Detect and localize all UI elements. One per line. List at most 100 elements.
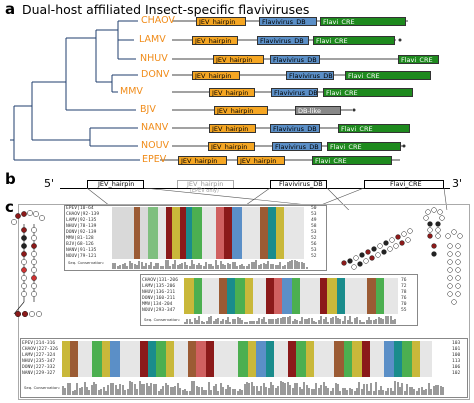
sequence-end: 78 — [401, 290, 407, 295]
conservation-bar — [303, 319, 306, 324]
conservation-bar — [317, 320, 320, 324]
conservation-bar — [368, 317, 371, 324]
conservation-bar — [379, 386, 382, 395]
conservation-bar — [277, 318, 280, 324]
conservation-bar — [150, 262, 153, 269]
conservation-bar — [279, 262, 282, 269]
conservation-bar — [260, 319, 263, 324]
conservation-bar — [157, 263, 160, 269]
conservation-bar — [169, 387, 172, 395]
conservation-bar — [348, 388, 351, 395]
conservation-bar — [102, 387, 105, 395]
conservation-bar — [198, 263, 201, 269]
conservation-bar — [128, 261, 131, 269]
conservation-bar — [83, 382, 86, 395]
conservation-bar — [119, 384, 122, 395]
virus-label-epev: EPEV — [142, 154, 167, 165]
alignment-3-ends: 103 101 100 113 106 102 — [452, 341, 460, 377]
conservation-bar — [322, 319, 325, 324]
conservation-bar — [255, 321, 258, 324]
alignment-1-names: EPEV|10-64 CHAOV|92-139 LAMV|92-135 NHUV… — [66, 206, 99, 260]
conservation-bar — [178, 264, 181, 269]
sequence-name: LAMV|92-135 — [66, 218, 97, 223]
conservation-bar — [415, 391, 418, 395]
conservation-bar — [308, 318, 311, 324]
conservation-bar — [291, 260, 294, 269]
conservation-bar — [272, 319, 275, 324]
conservation-bar — [315, 383, 318, 395]
conservation-bar — [222, 319, 225, 324]
conservation-bar — [215, 319, 218, 324]
jev-hairpin-box: JEV_hairpin — [192, 36, 238, 45]
flavivirus-db-box: Flavivirus_DB — [270, 55, 320, 64]
conservation-bar — [190, 260, 193, 269]
sequence-name: DONV|160-211 — [142, 296, 176, 301]
conservation-bar — [224, 389, 227, 395]
conservation-bar — [403, 391, 406, 395]
sequence-end: 52 — [311, 254, 317, 259]
virus-label-donv: DONV — [141, 69, 170, 80]
conservation-bar — [188, 319, 191, 324]
conservation-bar — [365, 384, 368, 395]
jev-hairpin-box: JEV_hairpin — [214, 106, 268, 115]
conservation-bar — [382, 390, 385, 395]
conservation-bar — [313, 389, 316, 395]
conservation-bar — [152, 384, 155, 395]
conservation-bar — [210, 316, 213, 324]
db-like-box: DB-like — [295, 106, 341, 115]
sequence-end: 72 — [401, 284, 407, 289]
conservation-bar — [112, 263, 114, 269]
conservation-bar — [140, 262, 143, 269]
conservation-bar — [360, 322, 363, 324]
conservation-bar — [351, 322, 354, 324]
conservation-bar — [282, 317, 285, 324]
conservation-bar — [186, 319, 189, 324]
conservation-bar — [147, 265, 150, 269]
conservation-bar — [93, 382, 96, 395]
conservation-bar — [198, 316, 201, 324]
conservation-bar — [272, 385, 275, 395]
sequence-end: 113 — [452, 359, 461, 364]
conservation-bar — [205, 390, 208, 395]
conservation-bar — [258, 391, 261, 395]
conservation-bar — [420, 387, 423, 395]
conservation-bar — [150, 383, 153, 395]
alignment-2-ends: 76 72 78 76 70 55 — [401, 278, 407, 314]
flavivirus-db-box: Flavivirus_DB — [257, 36, 309, 45]
conservation-bar — [184, 322, 186, 324]
conservation-bar — [236, 317, 239, 324]
conservation-bar — [138, 261, 141, 269]
sequence-end: 53 — [311, 230, 317, 235]
conservation-bar — [281, 266, 284, 269]
conservation-bar — [360, 389, 363, 395]
conservation-bar — [162, 386, 165, 395]
conservation-bar — [229, 264, 232, 269]
conservation-bar — [325, 317, 328, 324]
conservation-bar — [64, 388, 67, 395]
conservation-bar — [389, 316, 392, 324]
panel-b-letter: b — [5, 170, 16, 188]
conservation-bar — [253, 321, 256, 324]
conservation-bar — [212, 386, 215, 395]
conservation-bar — [123, 263, 126, 269]
conservation-bar — [293, 319, 296, 324]
conservation-bar — [214, 260, 217, 269]
conservation-bar — [267, 261, 270, 269]
conservation-bar — [176, 383, 179, 395]
conservation-bar — [250, 262, 253, 269]
conservation-bar — [133, 384, 136, 395]
conservation-bar — [262, 317, 265, 324]
conservation-bar — [267, 388, 270, 395]
conservation-bar — [183, 262, 186, 269]
conservation-bar — [200, 321, 203, 324]
conservation-bar — [348, 316, 351, 324]
sequence-name: CHAOV|92-139 — [66, 212, 100, 217]
jev-hairpin-box: JEV_hairpin — [192, 71, 240, 80]
conservation-bar — [116, 389, 119, 395]
conservation-bar — [324, 386, 327, 395]
conservation-bar — [387, 316, 390, 324]
flavivirus-db-label: Flavivirus_DB — [279, 180, 323, 188]
alignment-1-conservation-bars — [112, 260, 310, 269]
flavi-cre-box: Flavi_CRE — [338, 124, 410, 133]
conservation-bar — [128, 381, 131, 395]
